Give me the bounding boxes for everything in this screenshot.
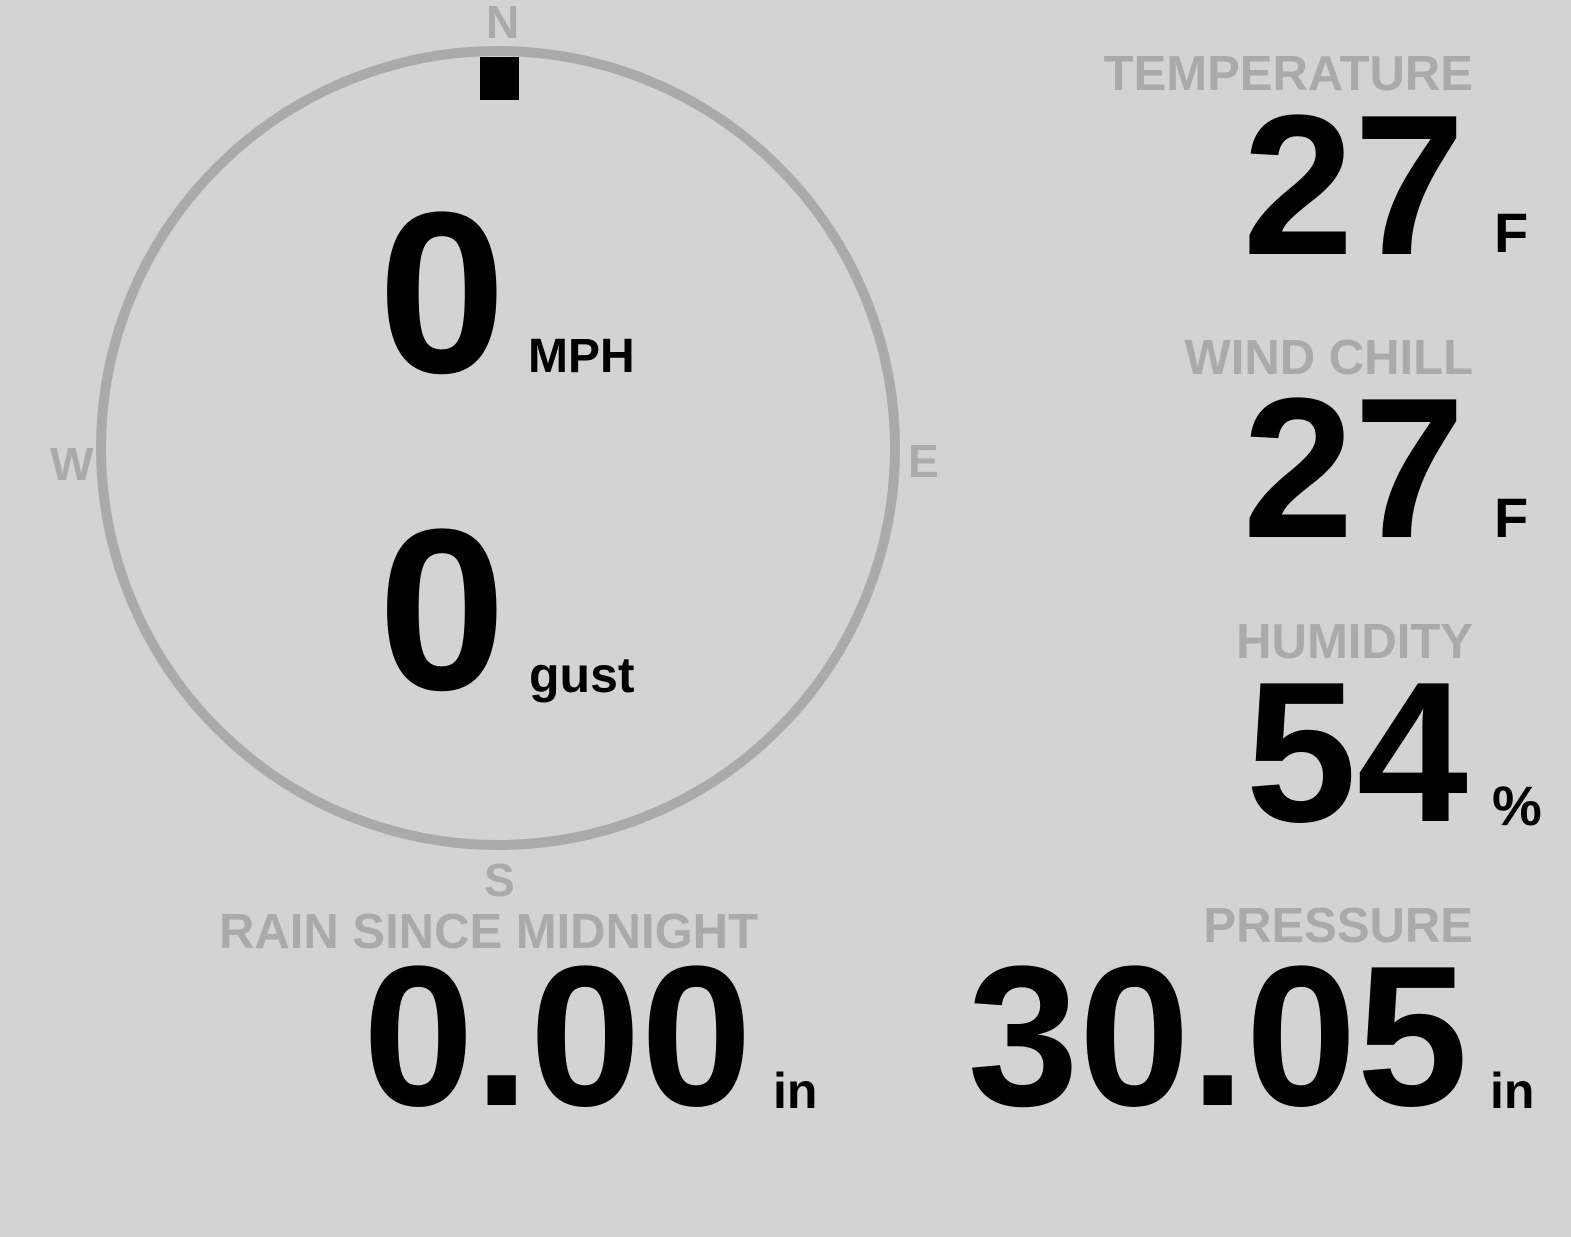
wind-speed-value: 0: [378, 164, 506, 421]
compass-north: N: [486, 0, 520, 48]
compass-ring: [96, 46, 900, 850]
rain-unit: in: [773, 1063, 818, 1119]
wind-chill-value: 27: [1242, 357, 1465, 580]
pressure-unit: in: [1490, 1063, 1535, 1119]
temperature-unit: F: [1494, 201, 1529, 264]
pressure-value: 30.05: [967, 925, 1469, 1148]
rain-label: RAIN SINCE MIDNIGHT: [219, 905, 758, 959]
humidity-unit: %: [1492, 774, 1542, 837]
wind-speed-unit: MPH: [528, 330, 635, 383]
wind-gust-value: 0: [378, 481, 506, 738]
humidity-label: HUMIDITY: [1236, 615, 1473, 669]
wind-chill-label: WIND CHILL: [1184, 331, 1474, 385]
humidity-value: 54: [1245, 641, 1468, 864]
compass-west: W: [50, 438, 94, 490]
compass-south: S: [484, 854, 515, 906]
temperature-value: 27: [1242, 74, 1465, 297]
pressure-label: PRESSURE: [1203, 899, 1473, 953]
wind-chill-unit: F: [1494, 486, 1529, 549]
rain-value: 0.00: [362, 925, 752, 1148]
temperature-label: TEMPERATURE: [1103, 47, 1473, 101]
wind-gust-unit: gust: [529, 647, 635, 703]
compass-east: E: [908, 435, 939, 487]
wind-direction-marker: [480, 57, 519, 100]
